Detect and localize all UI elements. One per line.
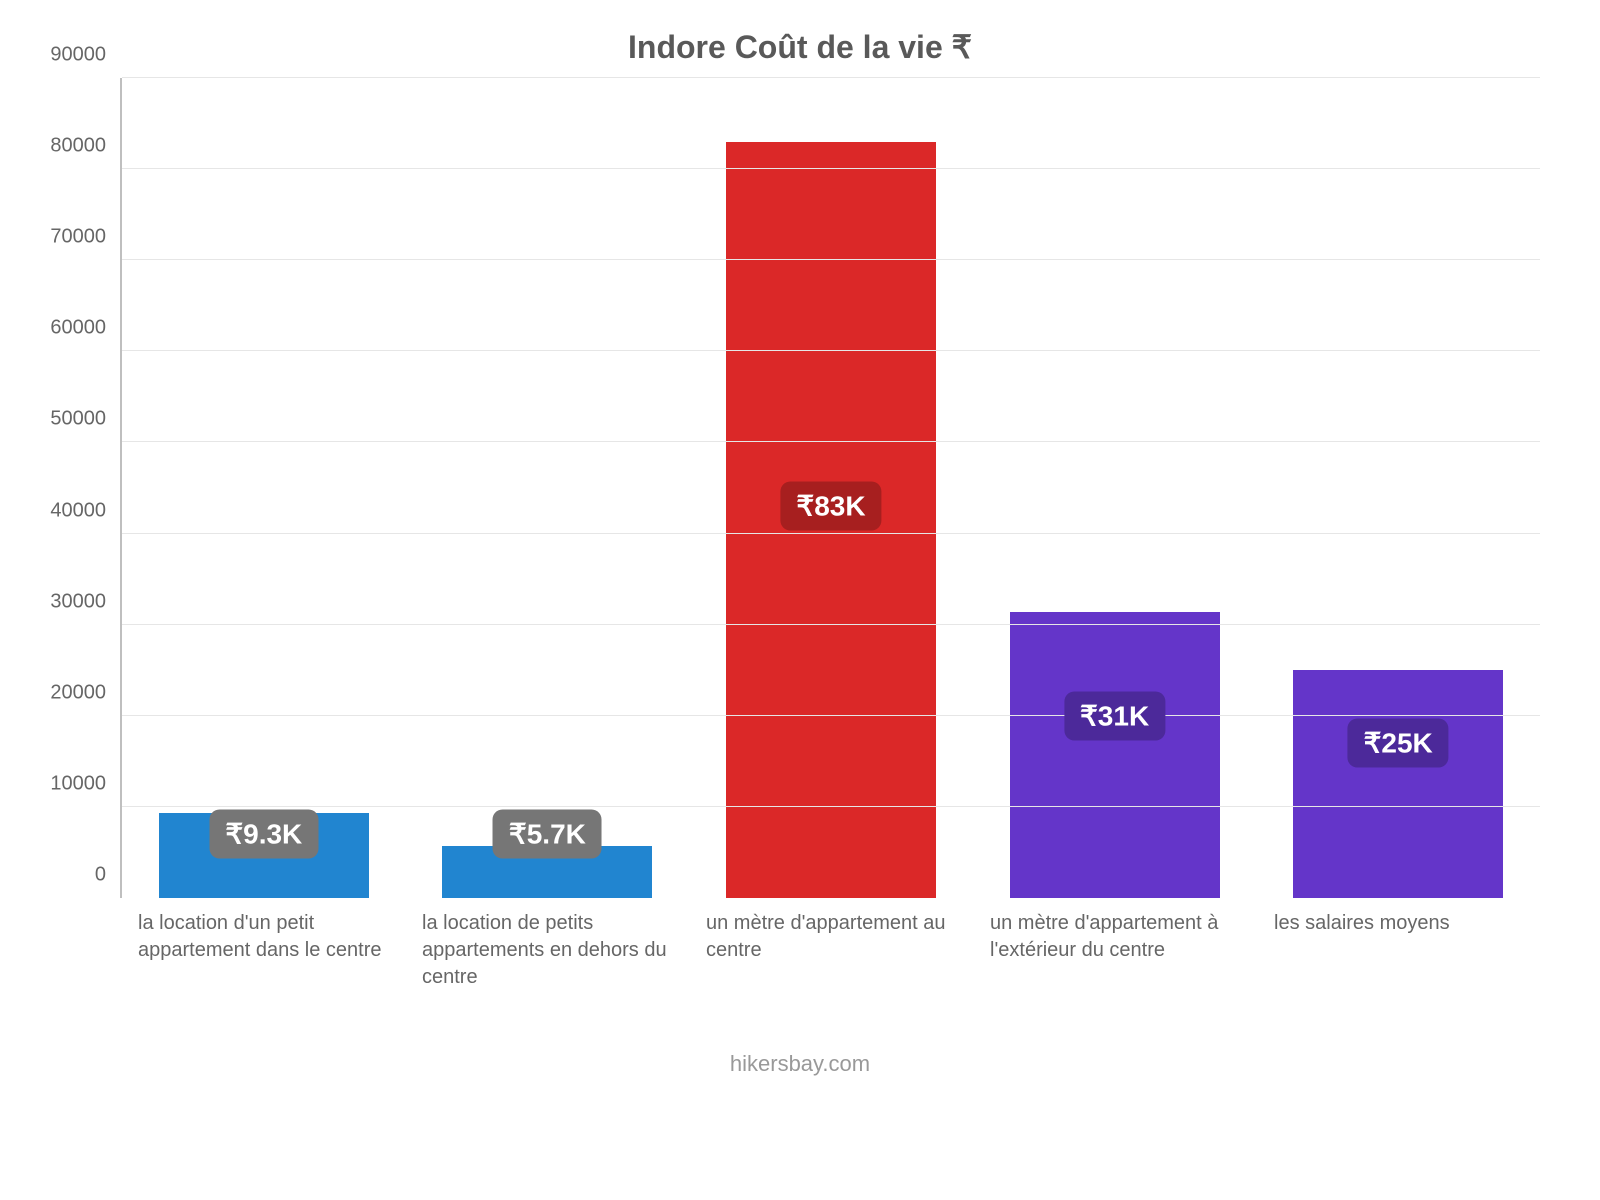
- grid-line: [122, 533, 1540, 534]
- x-label: les salaires moyens: [1274, 910, 1522, 937]
- x-label: un mètre d'appartement à l'extérieur du …: [990, 910, 1238, 964]
- y-tick-label: 70000: [50, 226, 122, 249]
- value-chip: ₹5.7K: [493, 810, 602, 859]
- y-tick-label: 50000: [50, 408, 122, 431]
- x-label-slot: la location de petits appartements en de…: [404, 898, 688, 991]
- y-tick-label: 90000: [50, 44, 122, 67]
- plot-area: ₹9.3K₹5.7K₹83K₹31K₹25K 01000020000300004…: [120, 78, 1540, 898]
- y-tick-label: 20000: [50, 681, 122, 704]
- x-axis-labels: la location d'un petit appartement dans …: [120, 898, 1540, 991]
- grid-line: [122, 441, 1540, 442]
- y-tick-label: 80000: [50, 135, 122, 158]
- chart-title: Indore Coût de la vie ₹: [40, 28, 1560, 66]
- x-label-slot: les salaires moyens: [1256, 898, 1540, 991]
- value-chip: ₹31K: [1064, 691, 1165, 740]
- value-chip: ₹9.3K: [209, 810, 318, 859]
- y-tick-label: 0: [95, 864, 122, 887]
- value-chip: ₹83K: [780, 482, 881, 531]
- bar-slot: ₹31K: [973, 78, 1257, 898]
- bars-group: ₹9.3K ₹5.7K ₹83K ₹31K ₹25K: [122, 78, 1540, 898]
- grid-line: [122, 259, 1540, 260]
- bar-slot: ₹5.7K: [406, 78, 690, 898]
- y-tick-label: 40000: [50, 499, 122, 522]
- x-label-slot: la location d'un petit appartement dans …: [120, 898, 404, 991]
- value-chip: ₹25K: [1348, 719, 1449, 768]
- bar: [1010, 612, 1220, 898]
- bar: [1293, 670, 1503, 898]
- grid-line: [122, 77, 1540, 78]
- y-tick-label: 10000: [50, 772, 122, 795]
- bar-slot: ₹9.3K: [122, 78, 406, 898]
- chart-container: Indore Coût de la vie ₹ ₹9.3K ₹5.7K ₹83K ₹3…: [0, 0, 1600, 1200]
- grid-line: [122, 624, 1540, 625]
- x-label: la location de petits appartements en de…: [422, 910, 670, 991]
- grid-line: [122, 715, 1540, 716]
- x-label-slot: un mètre d'appartement au centre: [688, 898, 972, 991]
- grid-line: [122, 168, 1540, 169]
- x-label-slot: un mètre d'appartement à l'extérieur du …: [972, 898, 1256, 991]
- x-label: la location d'un petit appartement dans …: [138, 910, 386, 964]
- x-label: un mètre d'appartement au centre: [706, 910, 954, 964]
- y-tick-label: 30000: [50, 590, 122, 613]
- bar-slot: ₹25K: [1256, 78, 1540, 898]
- footer-credit: hikersbay.com: [40, 1051, 1560, 1077]
- y-tick-label: 60000: [50, 317, 122, 340]
- grid-line: [122, 806, 1540, 807]
- bar-slot: ₹83K: [689, 78, 973, 898]
- grid-line: [122, 350, 1540, 351]
